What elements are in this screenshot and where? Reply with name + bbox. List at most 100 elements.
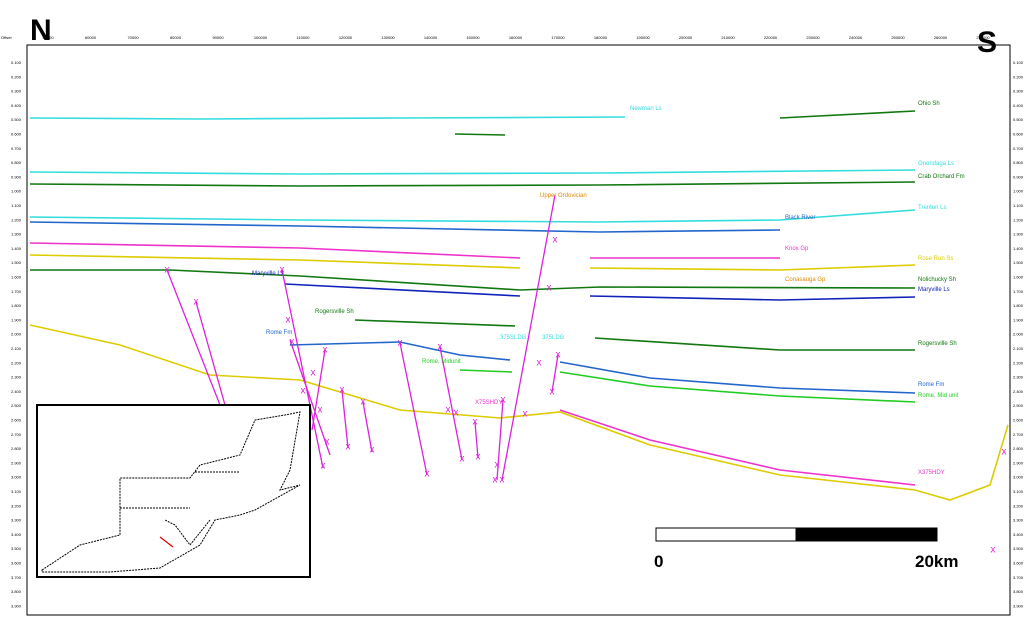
top-tick-label: 150000 [466,35,480,40]
svg-text:x: x [311,368,316,379]
svg-text:x: x [500,475,505,486]
horizon-label: Onondaga Ls [918,161,954,167]
right-tick-label: 2.100 [1013,346,1024,351]
right-tick-label: 0.600 [1013,132,1024,137]
inline-label: 375SLDG [500,335,527,341]
horizon [29,324,1009,501]
right-tick-label: 0.800 [1013,160,1024,165]
left-tick-label: 1.800 [11,303,22,308]
left-tick-label: 0.500 [11,117,22,122]
svg-text:x: x [495,460,500,471]
top-tick-label: 100000 [254,35,268,40]
left-tick-label: 0.200 [11,74,22,79]
scale-end: 20km [915,552,958,571]
svg-text:x: x [550,387,555,398]
left-tick-label: 1.300 [11,232,22,237]
horizon-label: Rome, Mid unit [918,393,959,399]
svg-text:x: x [318,405,323,416]
right-tick-label: 3.500 [1013,546,1024,551]
svg-text:x: x [323,345,328,356]
svg-text:x: x [370,445,375,456]
right-tick-label: 2.000 [1013,332,1024,337]
left-tick-label: 0.800 [11,160,22,165]
svg-text:x: x [1002,447,1007,458]
svg-text:x: x [454,408,459,419]
right-tick-label: 3.300 [1013,518,1024,523]
left-tick-label: 0.900 [11,174,22,179]
south-label: S [977,26,997,59]
left-tick-label: 2.400 [11,389,22,394]
scale-bar-black [795,527,938,542]
svg-text:x: x [493,475,498,486]
horizon-label: Black River [785,215,815,221]
right-tick-label: 0.700 [1013,146,1024,151]
right-tick-label: 0.500 [1013,117,1024,122]
right-tick-label: 2.600 [1013,418,1024,423]
svg-text:x: x [194,297,199,308]
right-tick-label: 0.900 [1013,174,1024,179]
horizon [289,341,511,361]
svg-text:x: x [501,395,506,406]
right-tick-label: 2.900 [1013,460,1024,465]
svg-text:x: x [547,283,552,294]
right-tick-label: 2.200 [1013,360,1024,365]
left-tick-label: 2.900 [11,460,22,465]
right-tick-label: 2.500 [1013,403,1024,408]
right-tick-label: 0.400 [1013,103,1024,108]
inline-label: X75SHDY [475,400,502,406]
inset-map [36,404,311,578]
left-tick-label: 1.000 [11,189,22,194]
horizon-label: Newman Ls [630,106,662,112]
right-tick-label: 2.800 [1013,446,1024,451]
left-tick-label: 1.600 [11,275,22,280]
left-tick-label: 3.900 [11,603,22,608]
right-tick-label: 1.200 [1013,217,1024,222]
inline-label: 375LDG [542,335,565,341]
top-tick-label: 50000 [42,35,54,40]
horizon [29,254,521,269]
left-tick-label: 1.400 [11,246,22,251]
left-tick-label: 2.800 [11,446,22,451]
horizon-label: Crab Orchard Fm [918,174,965,180]
top-tick-label: 200000 [679,35,693,40]
horizon [284,283,521,297]
right-tick-label: 1.900 [1013,317,1024,322]
right-tick-label: 2.700 [1013,432,1024,437]
top-tick-label: 170000 [551,35,565,40]
left-tick-label: 3.000 [11,475,22,480]
horizon [594,337,915,351]
horizon [29,209,916,223]
horizon-label: Nolichucky Sh [918,277,956,283]
top-tick-label: 210000 [721,35,735,40]
top-tick-label: 260000 [934,35,948,40]
svg-text:x: x [346,442,351,453]
horizon-label: Rose Run Ss [918,256,953,262]
svg-text:x: x [553,235,558,246]
top-tick-label: 240000 [849,35,863,40]
horizon-label: X375HDY [918,470,945,476]
horizon [559,361,916,394]
svg-text:x: x [280,265,285,276]
top-tick-label: 80000 [170,35,182,40]
left-tick-label: 2.700 [11,432,22,437]
svg-text:x: x [476,452,481,463]
left-tick-label: 1.700 [11,289,22,294]
svg-text:x: x [473,417,478,428]
top-tick-label: 230000 [806,35,820,40]
horizon-label: Ohio Sh [918,101,940,107]
left-tick-label: 3.400 [11,532,22,537]
faults [166,194,559,481]
horizon-label: Trenton Ls [918,205,946,211]
right-tick-label: 1.100 [1013,203,1024,208]
right-tick-label: 1.300 [1013,232,1024,237]
horizon [29,242,521,259]
right-tick-label: 1.600 [1013,275,1024,280]
horizon [559,371,916,403]
left-tick-label: 0.100 [11,60,22,65]
offset-label: Offset [1,35,12,40]
horizon [29,221,781,233]
horizon-label: Knox Gp [785,246,809,252]
right-tick-label: 0.300 [1013,89,1024,94]
horizon [459,369,513,373]
right-tick-label: 3.200 [1013,503,1024,508]
